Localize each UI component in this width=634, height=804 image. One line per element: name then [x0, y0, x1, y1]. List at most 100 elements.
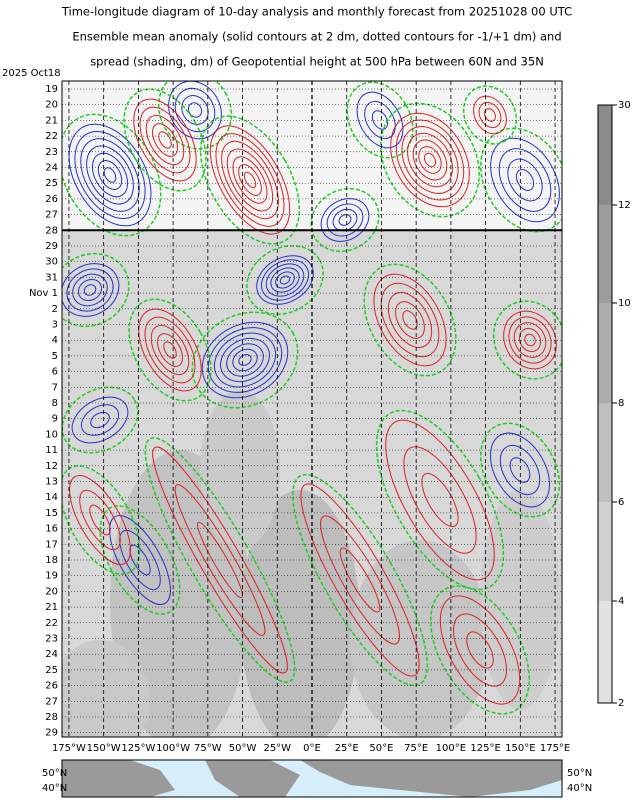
contour: [338, 214, 352, 226]
contour: [157, 81, 233, 150]
contour: [375, 409, 505, 591]
contour: [201, 321, 289, 399]
contour: [246, 245, 324, 315]
x-tick-label: 100°W: [156, 743, 190, 754]
contour: [232, 156, 268, 204]
y-tick-label: 8: [52, 398, 58, 409]
contour: [412, 139, 448, 181]
y-tick-label: 4: [52, 335, 58, 346]
title-line: spread (shading, dm) of Geopotential hei…: [90, 55, 544, 69]
y-tick-label: 20: [45, 586, 58, 597]
contour: [144, 437, 296, 683]
y-tick-label: 22: [45, 131, 58, 142]
contour: [158, 131, 172, 149]
lat-label: 40°N: [42, 783, 67, 794]
contour: [390, 112, 470, 208]
colorbar-frame: [597, 104, 613, 704]
x-tick-label: 125°E: [470, 743, 500, 754]
y-tick-label: 27: [45, 210, 58, 221]
y-tick-label: 30: [45, 257, 58, 268]
contour: [213, 332, 277, 388]
contour: [380, 282, 440, 358]
shading: [350, 540, 490, 737]
contour: [403, 446, 477, 554]
contour: [139, 106, 191, 174]
contour: [152, 123, 178, 157]
y-tick-label: 29: [45, 728, 58, 739]
shading: [62, 640, 150, 737]
contour: [498, 148, 552, 212]
contour: [363, 263, 457, 377]
contour: [395, 119, 465, 201]
title-line: Time-longitude diagram of 10-day analysi…: [61, 5, 572, 19]
contour: [145, 114, 185, 166]
contour: [71, 396, 129, 444]
contour: [80, 404, 120, 436]
contour: [478, 101, 502, 129]
contour: [150, 324, 190, 376]
contour: [503, 310, 557, 370]
colorbar-label: 4: [618, 596, 624, 607]
contour: [364, 100, 396, 140]
colorbar-segment: [598, 403, 612, 502]
contour: [270, 267, 300, 293]
contour: [387, 292, 433, 348]
y-tick-label: 24: [45, 649, 58, 660]
y-tick-label: 20: [45, 100, 58, 111]
y-tick-label: 19: [45, 571, 58, 582]
y-tick-label: 22: [45, 618, 58, 629]
contour: [80, 138, 140, 212]
y-tick-label: 14: [45, 492, 58, 503]
contour: [68, 123, 152, 227]
y-tick-label: 10: [45, 429, 58, 440]
colorbar-label: 2: [618, 698, 624, 709]
plot: [62, 81, 562, 737]
contour: [395, 301, 425, 339]
contour: [492, 300, 562, 380]
y-tick-label: 5: [52, 351, 58, 362]
contour: [232, 348, 258, 372]
contour: [453, 613, 507, 687]
colorbar-segment: [598, 205, 612, 303]
x-tick-label: 150°W: [87, 743, 121, 754]
contour: [430, 585, 530, 715]
contour: [418, 146, 442, 174]
contour: [479, 422, 561, 518]
contour: [524, 333, 536, 347]
contour: [402, 310, 418, 330]
contour: [109, 515, 171, 605]
contour: [275, 271, 295, 289]
y-tick-label: 18: [45, 555, 58, 566]
contour: [507, 158, 543, 202]
y-tick-label: 12: [45, 461, 58, 472]
contour: [200, 115, 300, 245]
y-tick-label: 16: [45, 524, 58, 535]
contour: [518, 327, 542, 353]
contour: [103, 167, 117, 183]
contour: [320, 198, 370, 242]
contour: [243, 171, 257, 189]
y-tick-label: 25: [45, 178, 58, 189]
contour: [77, 278, 103, 302]
colorbar-label: 8: [618, 398, 624, 409]
colorbar-segment: [598, 502, 612, 601]
contour: [83, 284, 97, 296]
y-tick-label: 9: [52, 414, 58, 425]
y-tick-label: 13: [45, 477, 58, 488]
x-tick-label: 25°E: [335, 743, 359, 754]
contour: [256, 255, 314, 305]
y-tick-label: 7: [52, 382, 58, 393]
contour: [238, 164, 262, 196]
colorbar-label: 30: [618, 100, 631, 111]
contour: [292, 473, 428, 687]
y-tick-label: 23: [45, 147, 58, 158]
y-tick-label: 17: [45, 539, 58, 550]
contour: [128, 298, 212, 402]
y-tick-label: 3: [52, 320, 58, 331]
x-tick-label: 100°E: [436, 743, 466, 754]
contour: [401, 126, 459, 194]
contour: [499, 444, 541, 496]
contour: [215, 133, 285, 227]
contour: [197, 521, 243, 599]
contour: [86, 145, 134, 205]
